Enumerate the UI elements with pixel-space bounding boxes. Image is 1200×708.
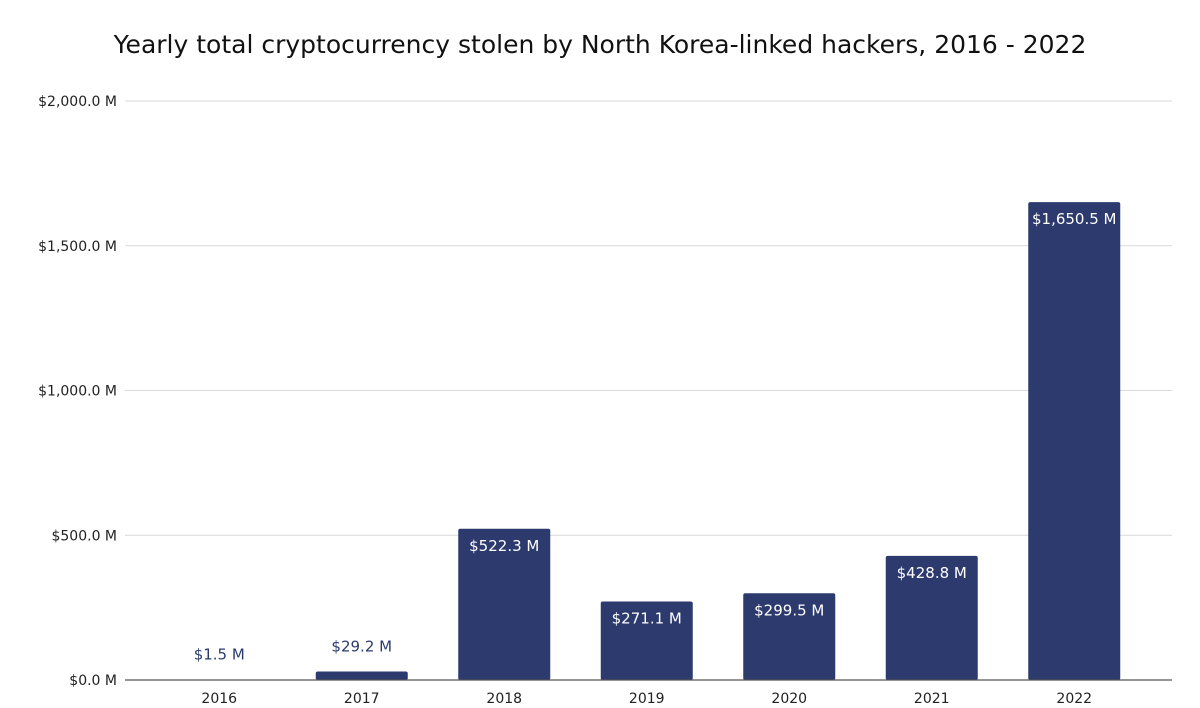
x-tick-label: 2018: [486, 691, 522, 707]
label-layer: $1.5 M $29.2 M $522.3 M $271.1 M $299.5 M $42…: [194, 210, 1117, 663]
y-tick-label: $1,000.0 M: [38, 384, 117, 400]
data-label: $522.3 M: [469, 537, 539, 555]
y-tick-label: $1,500.0 M: [38, 239, 117, 255]
data-label: $29.2 M: [331, 638, 392, 656]
y-tick-label: $500.0 M: [51, 528, 117, 544]
data-label: $299.5 M: [754, 601, 824, 619]
bar-2019: [600, 601, 693, 680]
x-tick-label: 2021: [914, 691, 950, 707]
bar-2020: [743, 593, 836, 680]
data-label: $1.5 M: [194, 646, 245, 664]
grid-layer: [125, 100, 1172, 536]
data-label: $271.1 M: [612, 610, 682, 628]
chart-title: Yearly total cryptocurrency stolen by No…: [113, 30, 1087, 59]
y-tick-label: $0.0 M: [69, 673, 117, 689]
bar-2022: [1028, 202, 1121, 681]
bar-2018: [458, 528, 551, 680]
axis-layer: $0.0 M $500.0 M $1,000.0 M $1,500.0 M $2,000…: [38, 94, 1172, 707]
bar-2017: [315, 671, 408, 680]
x-tick-label: 2017: [344, 691, 380, 707]
x-tick-label: 2022: [1056, 691, 1092, 707]
bar-2021: [885, 555, 978, 680]
x-tick-label: 2020: [771, 691, 807, 707]
y-tick-label: $2,000.0 M: [38, 94, 117, 110]
data-label: $1,650.5 M: [1032, 210, 1117, 228]
data-label: $428.8 M: [897, 564, 967, 582]
x-tick-label: 2016: [201, 691, 237, 707]
bar-layer: [315, 202, 1121, 681]
x-tick-label: 2019: [629, 691, 665, 707]
